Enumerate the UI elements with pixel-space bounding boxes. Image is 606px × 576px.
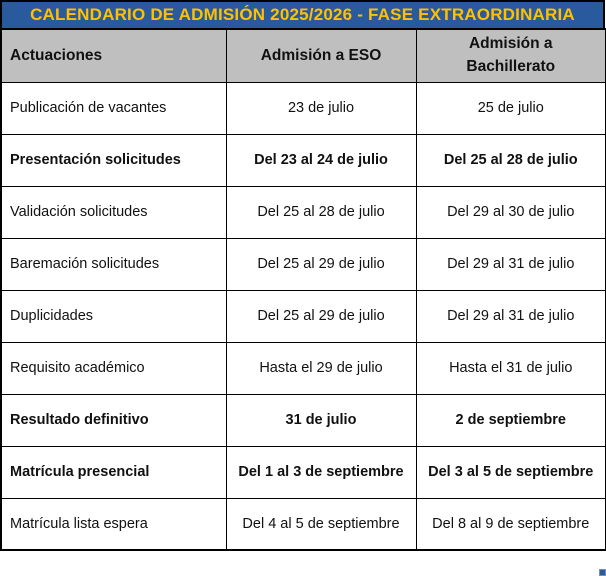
cell-eso-date: Del 4 al 5 de septiembre [225, 497, 417, 551]
table-row: Duplicidades Del 25 al 29 de julio Del 2… [0, 289, 606, 343]
header-admision-eso: Admisión a ESO [225, 28, 417, 83]
cell-eso-date: 31 de julio [225, 393, 417, 447]
cell-actuacion: Baremación solicitudes [0, 237, 227, 291]
cell-eso-date: 23 de julio [225, 81, 417, 135]
cell-actuacion: Validación solicitudes [0, 185, 227, 239]
calendar-grid: Actuaciones Admisión a ESO Admisión a Ba… [0, 28, 606, 551]
cell-actuacion: Matrícula presencial [0, 445, 227, 499]
table-row: Matrícula presencial Del 1 al 3 de septi… [0, 445, 606, 499]
table-row: Baremación solicitudes Del 25 al 29 de j… [0, 237, 606, 291]
cell-bachillerato-date: Hasta el 31 de julio [415, 341, 606, 395]
admission-calendar-table[interactable]: CALENDARIO DE ADMISIÓN 2025/2026 - FASE … [0, 0, 606, 551]
cell-actuacion: Duplicidades [0, 289, 227, 343]
cell-actuacion: Requisito académico [0, 341, 227, 395]
cell-actuacion: Presentación solicitudes [0, 133, 227, 187]
table-row: Resultado definitivo 31 de julio 2 de se… [0, 393, 606, 447]
cell-bachillerato-date: Del 3 al 5 de septiembre [415, 445, 606, 499]
resize-handle[interactable] [599, 569, 606, 576]
cell-bachillerato-date: 25 de julio [415, 81, 606, 135]
header-row: Actuaciones Admisión a ESO Admisión a Ba… [0, 28, 606, 83]
cell-eso-date: Hasta el 29 de julio [225, 341, 417, 395]
cell-eso-date: Del 25 al 28 de julio [225, 185, 417, 239]
table-row: Publicación de vacantes 23 de julio 25 d… [0, 81, 606, 135]
table-row: Presentación solicitudes Del 23 al 24 de… [0, 133, 606, 187]
cell-bachillerato-date: Del 29 al 30 de julio [415, 185, 606, 239]
calendar-title: CALENDARIO DE ADMISIÓN 2025/2026 - FASE … [0, 0, 605, 30]
table-row: Validación solicitudes Del 25 al 28 de j… [0, 185, 606, 239]
cell-actuacion: Matrícula lista espera [0, 497, 227, 551]
table-row: Requisito académico Hasta el 29 de julio… [0, 341, 606, 395]
cell-eso-date: Del 1 al 3 de septiembre [225, 445, 417, 499]
cell-eso-date: Del 25 al 29 de julio [225, 237, 417, 291]
cell-eso-date: Del 23 al 24 de julio [225, 133, 417, 187]
cell-bachillerato-date: Del 29 al 31 de julio [415, 289, 606, 343]
cell-eso-date: Del 25 al 29 de julio [225, 289, 417, 343]
table-row: Matrícula lista espera Del 4 al 5 de sep… [0, 497, 606, 551]
cell-bachillerato-date: 2 de septiembre [415, 393, 606, 447]
cell-bachillerato-date: Del 29 al 31 de julio [415, 237, 606, 291]
cell-bachillerato-date: Del 8 al 9 de septiembre [415, 497, 606, 551]
cell-actuacion: Resultado definitivo [0, 393, 227, 447]
cell-bachillerato-date: Del 25 al 28 de julio [415, 133, 606, 187]
header-admision-bachillerato: Admisión a Bachillerato [415, 28, 606, 83]
cell-actuacion: Publicación de vacantes [0, 81, 227, 135]
header-admision-bachillerato-label: Admisión a Bachillerato [466, 35, 556, 75]
header-actuaciones: Actuaciones [0, 28, 227, 83]
